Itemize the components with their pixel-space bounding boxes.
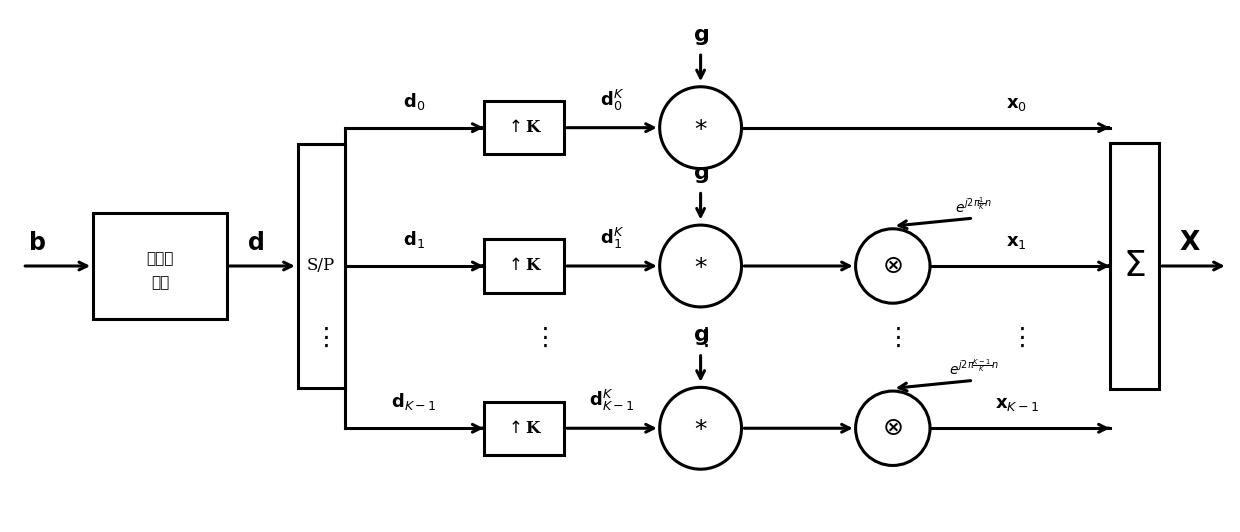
Text: $\vdots$: $\vdots$ [314,326,329,350]
Text: $\mathbf{d}_0^K$: $\mathbf{d}_0^K$ [600,88,624,113]
Text: $\mathbf{g}$: $\mathbf{g}$ [693,25,708,47]
Text: $e^{j2\pi\frac{1}{K}n}$: $e^{j2\pi\frac{1}{K}n}$ [955,196,992,215]
Ellipse shape [856,391,930,466]
Text: $\mathbf{d}_{K-1}$: $\mathbf{d}_{K-1}$ [392,392,436,412]
Text: $\mathbf{x}_{K-1}$: $\mathbf{x}_{K-1}$ [994,395,1039,413]
Text: $\Sigma$: $\Sigma$ [1123,249,1146,283]
Text: S/P: S/P [308,257,335,275]
Bar [484,402,564,455]
Text: $\mathbf{g}$: $\mathbf{g}$ [693,163,708,185]
Ellipse shape [660,387,742,469]
Text: $\vdots$: $\vdots$ [693,326,708,350]
Text: $*$: $*$ [693,254,708,278]
Text: $e^{j2\pi\frac{K-1}{K}n}$: $e^{j2\pi\frac{K-1}{K}n}$ [949,359,998,378]
Text: $\uparrow$K: $\uparrow$K [505,119,543,136]
Text: $\mathbf{X}$: $\mathbf{X}$ [1179,230,1202,255]
Text: $\mathbf{x}_1$: $\mathbf{x}_1$ [1007,233,1027,251]
Text: $\mathbf{b}$: $\mathbf{b}$ [29,231,46,255]
Text: $\uparrow$K: $\uparrow$K [505,257,543,275]
Text: $\vdots$: $\vdots$ [532,326,547,350]
Bar [298,144,345,388]
Text: $*$: $*$ [693,115,708,140]
Text: $\otimes$: $\otimes$ [883,254,903,278]
Bar [484,239,564,293]
Text: $\vdots$: $\vdots$ [885,326,900,350]
Text: 星座点: 星座点 [146,252,174,267]
Text: $\otimes$: $\otimes$ [883,416,903,440]
Ellipse shape [660,225,742,307]
Text: $*$: $*$ [693,416,708,440]
Text: $\mathbf{d}_0$: $\mathbf{d}_0$ [403,91,425,112]
Text: $\mathbf{d}_1^K$: $\mathbf{d}_1^K$ [600,226,624,251]
Text: $\mathbf{g}$: $\mathbf{g}$ [693,326,708,347]
Text: $\uparrow$K: $\uparrow$K [505,420,543,437]
Bar [1110,143,1159,389]
Text: $\mathbf{d}$: $\mathbf{d}$ [247,231,264,255]
Text: $\vdots$: $\vdots$ [1009,326,1024,350]
Text: 映射: 映射 [151,276,169,290]
Text: $\mathbf{d}_{K-1}^K$: $\mathbf{d}_{K-1}^K$ [589,388,635,413]
Ellipse shape [856,229,930,303]
Bar [484,101,564,154]
Bar [93,213,227,319]
Ellipse shape [660,87,742,169]
Text: $\mathbf{d}_1$: $\mathbf{d}_1$ [403,229,425,250]
Text: $\mathbf{x}_0$: $\mathbf{x}_0$ [1007,95,1027,113]
